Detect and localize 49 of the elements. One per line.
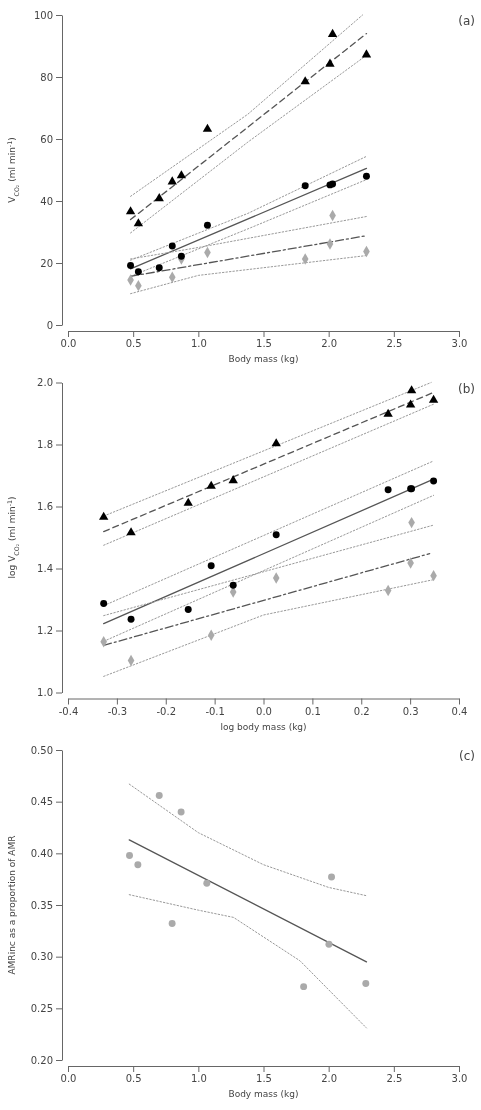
x-tick-label: 2.5 bbox=[386, 338, 403, 350]
x-tick-label: -0.3 bbox=[107, 705, 128, 717]
y-tick-label: 0.25 bbox=[30, 1003, 53, 1015]
x-tick-label: 0.0 bbox=[60, 1073, 77, 1085]
x-tick-label: 0.5 bbox=[125, 338, 142, 350]
y-tick-label: 60 bbox=[40, 133, 53, 145]
chart-title: (a) bbox=[458, 14, 475, 28]
x-tick-label: 0.1 bbox=[304, 705, 321, 717]
x-tick-label: -0.1 bbox=[205, 705, 225, 717]
x-tick-label: 2.5 bbox=[386, 1073, 403, 1085]
y-tick-label: 1.2 bbox=[37, 625, 53, 637]
x-tick-label: 2.0 bbox=[321, 338, 338, 350]
y-tick-label: 0.40 bbox=[30, 848, 53, 860]
y-tick-label: 0 bbox=[46, 319, 53, 331]
x-tick-label: -0.4 bbox=[58, 705, 79, 717]
y-tick-label: 2.0 bbox=[37, 377, 53, 389]
y-tick-label: 0.50 bbox=[30, 744, 53, 756]
y-tick-label: 1.0 bbox=[37, 687, 53, 699]
chart-title: (b) bbox=[458, 381, 475, 396]
x-tick-label: 3.0 bbox=[451, 338, 468, 350]
x-tick-label: 0.0 bbox=[60, 338, 77, 350]
x-axis-title: Body mass (kg) bbox=[228, 1089, 299, 1099]
x-tick-label: -0.2 bbox=[156, 705, 177, 717]
x-tick-label: 0.5 bbox=[125, 1073, 142, 1085]
x-tick-label: 0.2 bbox=[353, 705, 370, 717]
x-axis-title: Body mass (kg) bbox=[228, 354, 299, 364]
x-tick-label: 0.3 bbox=[402, 705, 419, 717]
y-tick-label: 20 bbox=[40, 257, 53, 269]
x-tick-label: 1.0 bbox=[190, 1073, 207, 1085]
x-tick-label: 0.0 bbox=[256, 705, 272, 717]
y-tick-label: 0.30 bbox=[30, 951, 53, 963]
x-tick-label: 3.0 bbox=[451, 1073, 468, 1085]
y-tick-label: 1.6 bbox=[37, 501, 53, 513]
y-tick-label: 40 bbox=[40, 195, 53, 207]
x-tick-label: 0.4 bbox=[451, 705, 468, 717]
x-tick-label: 1.0 bbox=[190, 338, 207, 350]
y-tick-label: 1.4 bbox=[37, 563, 53, 575]
x-axis-title: log body mass (kg) bbox=[220, 721, 307, 732]
y-tick-label: 0.20 bbox=[30, 1054, 53, 1066]
chart-title: (c) bbox=[459, 749, 475, 763]
x-tick-label: 1.5 bbox=[256, 338, 272, 350]
y-tick-label: 80 bbox=[40, 71, 53, 83]
x-tick-label: 1.5 bbox=[256, 1073, 272, 1085]
y-tick-label: 100 bbox=[33, 9, 53, 21]
y-tick-label: 1.8 bbox=[37, 439, 53, 451]
x-tick-label: 2.0 bbox=[321, 1073, 338, 1085]
y-axis-title: AMRinc as a proportion of AMR bbox=[7, 835, 17, 975]
y-tick-label: 0.45 bbox=[30, 796, 53, 808]
y-tick-label: 0.35 bbox=[30, 899, 53, 911]
